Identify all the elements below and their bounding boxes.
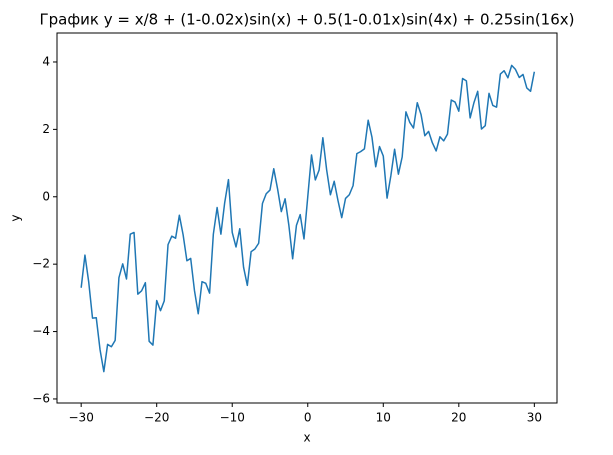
y-axis-label: y	[9, 214, 23, 221]
y-tick-label: 0	[42, 189, 50, 203]
x-tick-label: 10	[376, 411, 391, 425]
plot-frame	[56, 32, 558, 404]
data-line	[80, 64, 536, 373]
y-tick-label: 2	[42, 122, 50, 136]
y-tick-label: 4	[42, 54, 50, 68]
x-axis-label: x	[303, 431, 310, 445]
x-tick-label: 30	[527, 411, 542, 425]
y-tick-label: −2	[32, 257, 50, 271]
x-tick-label: −30	[69, 411, 94, 425]
y-tick-label: −6	[32, 391, 50, 405]
chart-title: График y = x/8 + (1-0.02x)sin(x) + 0.5(1…	[40, 11, 575, 29]
x-tick-label: −10	[220, 411, 245, 425]
y-tick-label: −4	[32, 324, 50, 338]
x-tick-label: 0	[304, 411, 312, 425]
x-tick-label: −20	[144, 411, 169, 425]
x-tick-label: 20	[451, 411, 466, 425]
